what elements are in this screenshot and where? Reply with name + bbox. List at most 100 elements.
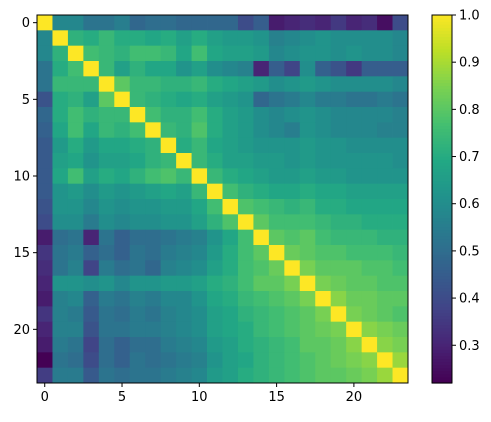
heatmap-cell-22-1: [52, 352, 69, 369]
heatmap-cell-3-12: [222, 61, 239, 77]
heatmap-cell-20-11: [207, 321, 223, 338]
heatmap-cell-20-15: [268, 321, 285, 338]
heatmap-cell-5-6: [129, 91, 146, 108]
heatmap-cell-13-4: [98, 214, 115, 231]
colorbar-segment-11: [432, 346, 452, 350]
heatmap-cell-14-23: [392, 229, 409, 246]
heatmap-cell-12-19: [330, 199, 347, 215]
heatmap-cell-4-12: [222, 76, 239, 93]
heatmap-cell-12-14: [253, 199, 270, 215]
heatmap-cell-10-6: [129, 168, 146, 185]
heatmap-cell-12-11: [207, 199, 223, 215]
heatmap-cell-5-7: [145, 91, 162, 108]
colorbar-tick-label-5: 0.8: [459, 103, 480, 118]
heatmap-cell-21-7: [145, 337, 162, 353]
heatmap-cell-9-9: [176, 153, 192, 169]
heatmap-cell-19-14: [253, 306, 270, 323]
heatmap-cell-21-15: [268, 337, 285, 353]
heatmap-cell-5-12: [222, 91, 239, 108]
heatmap-cell-2-18: [315, 45, 332, 62]
colorbar-segment-100: [432, 73, 452, 77]
heatmap-cell-17-4: [98, 275, 115, 292]
heatmap-cell-15-22: [377, 245, 393, 261]
heatmap-cell-7-23: [392, 122, 409, 139]
colorbar-segment-59: [432, 199, 452, 203]
heatmap-cell-2-11: [207, 45, 223, 62]
heatmap-cell-20-23: [392, 321, 409, 338]
colorbar-segment-9: [432, 352, 452, 356]
colorbar-segment-66: [432, 177, 452, 182]
heatmap-cell-16-14: [253, 260, 270, 277]
y-tick-label-15: 15: [13, 246, 30, 261]
colorbar-segment-12: [432, 343, 452, 347]
colorbar-segment-109: [432, 45, 452, 50]
heatmap-cell-5-16: [284, 91, 301, 108]
y-tick-label-10: 10: [13, 170, 30, 185]
colorbar-segment-20: [432, 318, 452, 323]
heatmap-cell-12-3: [83, 199, 100, 215]
colorbar-segment-103: [432, 64, 452, 68]
heatmap-cell-14-12: [222, 229, 239, 246]
heatmap-cell-23-2: [67, 367, 84, 384]
heatmap-cell-13-22: [377, 214, 393, 231]
heatmap-cell-4-21: [361, 76, 378, 93]
heatmap-cell-5-14: [253, 91, 270, 108]
colorbar-segment-3: [432, 370, 452, 375]
heatmap-cell-8-5: [114, 137, 131, 154]
heatmap-cell-22-6: [129, 352, 146, 369]
colorbar-segment-111: [432, 39, 452, 44]
heatmap-cell-9-17: [299, 153, 316, 169]
colorbar-segment-39: [432, 260, 452, 264]
heatmap-cell-6-13: [237, 107, 254, 123]
heatmap-cell-9-16: [284, 153, 301, 169]
heatmap-cell-20-7: [145, 321, 162, 338]
heatmap-cell-21-3: [83, 337, 100, 353]
heatmap-cell-2-10: [191, 45, 208, 62]
heatmap-cell-16-4: [98, 260, 115, 277]
heatmap-cell-22-14: [253, 352, 270, 369]
heatmap-cell-3-1: [52, 61, 69, 77]
heatmap-cell-10-23: [392, 168, 409, 185]
colorbar-segment-72: [432, 159, 452, 163]
colorbar-segment-30: [432, 287, 452, 292]
heatmap-cell-0-1: [52, 15, 69, 31]
heatmap-cell-14-11: [207, 229, 223, 246]
heatmap-cell-11-5: [114, 183, 131, 200]
heatmap-cell-9-2: [67, 153, 84, 169]
heatmap-cell-19-23: [392, 306, 409, 323]
heatmap-cell-0-12: [222, 15, 239, 31]
heatmap-cell-18-12: [222, 291, 239, 307]
heatmap-cell-21-8: [160, 337, 177, 353]
heatmap-cell-5-0: [37, 91, 53, 108]
heatmap-cell-20-19: [330, 321, 347, 338]
heatmap-cell-18-14: [253, 291, 270, 307]
heatmap-cell-7-12: [222, 122, 239, 139]
heatmap-cell-8-14: [253, 137, 270, 154]
heatmap-cell-3-21: [361, 61, 378, 77]
heatmap-cell-22-0: [37, 352, 53, 369]
heatmap-cell-1-8: [160, 30, 177, 47]
heatmap-cell-21-17: [299, 337, 316, 353]
colorbar-segment-76: [432, 146, 452, 151]
heatmap-cell-6-12: [222, 107, 239, 123]
heatmap-cell-5-20: [346, 91, 363, 108]
heatmap-cell-4-17: [299, 76, 316, 93]
heatmap-cell-14-17: [299, 229, 316, 246]
heatmap-cell-6-17: [299, 107, 316, 123]
heatmap-cell-12-2: [67, 199, 84, 215]
colorbar-segment-43: [432, 248, 452, 252]
heatmap-cell-18-23: [392, 291, 409, 307]
heatmap-cell-20-16: [284, 321, 301, 338]
heatmap-cell-13-20: [346, 214, 363, 231]
heatmap-cell-8-11: [207, 137, 223, 154]
heatmap-cell-10-17: [299, 168, 316, 185]
heatmap-cell-19-16: [284, 306, 301, 323]
heatmap-cell-14-15: [268, 229, 285, 246]
heatmap-cell-11-16: [284, 183, 301, 200]
heatmap-cell-16-8: [160, 260, 177, 277]
heatmap-cell-1-17: [299, 30, 316, 47]
colorbar-segment-19: [432, 321, 452, 326]
heatmap-cell-17-14: [253, 275, 270, 292]
colorbar-segment-53: [432, 217, 452, 222]
heatmap-cell-13-16: [284, 214, 301, 231]
